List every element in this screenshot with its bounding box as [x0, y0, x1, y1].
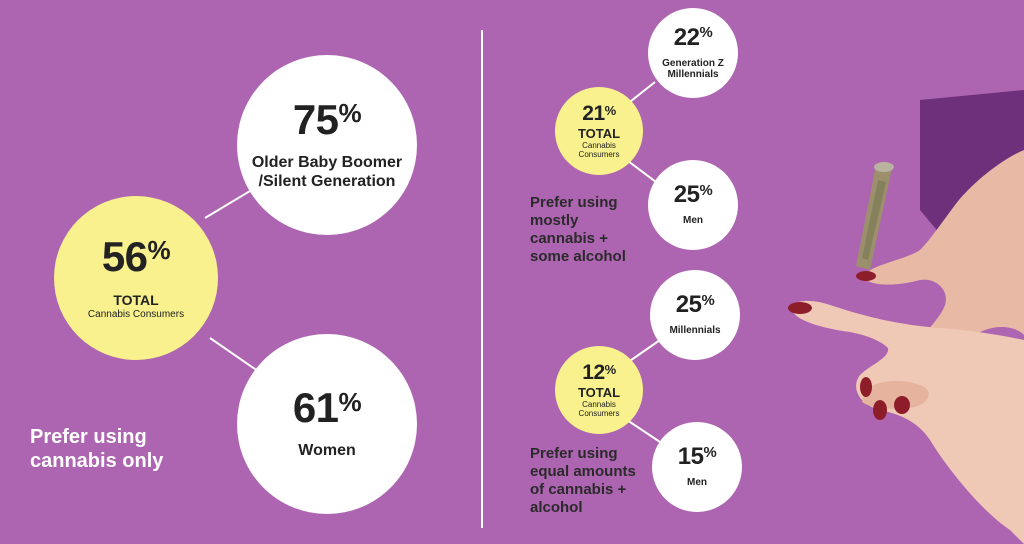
nail-2 — [856, 271, 876, 281]
back-hand — [864, 150, 1024, 348]
women-circle: 61% Women — [237, 334, 417, 514]
men-label: Men — [687, 477, 707, 489]
total-mostly-cannabis-circle: 21% TOTAL Cannabis Consumers — [555, 87, 643, 175]
cannabis-only-caption: Prefer using cannabis only — [30, 426, 164, 472]
genz-millennials-label: Generation Z Millennials — [662, 57, 724, 81]
total-label: TOTAL — [113, 291, 159, 308]
men-equal-amounts-percent: 15% — [677, 443, 717, 471]
nail-1 — [788, 302, 812, 314]
joint-texture — [862, 180, 886, 260]
older-boomer-label: Older Baby Boomer /Silent Generation — [251, 153, 403, 190]
millennials-circle: 25% Millennials — [650, 270, 740, 360]
millennials-label: Millennials — [669, 325, 721, 337]
total-cannabis-only-percent: 56% — [101, 232, 171, 280]
equal-amounts-caption: Prefer using equal amounts of cannabis +… — [530, 445, 636, 516]
total-sublabel: Cannabis Consumers — [578, 399, 620, 418]
joint-tip — [874, 162, 894, 172]
nail-3 — [860, 377, 872, 397]
men-mostly-cannabis-percent: 25% — [673, 181, 713, 209]
front-hand — [791, 300, 1024, 544]
total-label: TOTAL — [577, 125, 621, 141]
genz-millennials-percent: 22% — [673, 23, 713, 51]
total-sublabel: Cannabis Consumers — [87, 308, 185, 320]
nail-4 — [873, 400, 887, 420]
total-cannabis-only-circle: 56% TOTAL Cannabis Consumers — [54, 196, 218, 360]
millennials-percent: 25% — [675, 291, 715, 319]
total-equal-amounts-circle: 12% TOTAL Cannabis Consumers — [555, 346, 643, 434]
total-label: TOTAL — [577, 384, 621, 400]
women-label: Women — [298, 442, 356, 460]
connector-rb-bottom — [623, 417, 661, 443]
women-percent: 61% — [292, 384, 362, 432]
hand-holding-joint-photo — [788, 90, 1024, 544]
men-mostly-cannabis-circle: 25% Men — [648, 160, 738, 250]
total-sublabel: Cannabis Consumers — [578, 140, 620, 159]
older-boomer-circle: 75% Older Baby Boomer /Silent Generation — [237, 55, 417, 235]
section-divider — [481, 30, 483, 528]
nail-5 — [894, 396, 910, 414]
genz-millennials-circle: 22% Generation Z Millennials — [648, 8, 738, 98]
total-mostly-cannabis-percent: 21% — [582, 101, 616, 125]
mostly-cannabis-caption: Prefer using mostly cannabis + some alco… — [530, 194, 626, 265]
men-equal-amounts-circle: 15% Men — [652, 422, 742, 512]
total-equal-amounts-percent: 12% — [582, 360, 616, 384]
older-boomer-percent: 75% — [292, 95, 362, 143]
men-label: Men — [683, 215, 703, 227]
